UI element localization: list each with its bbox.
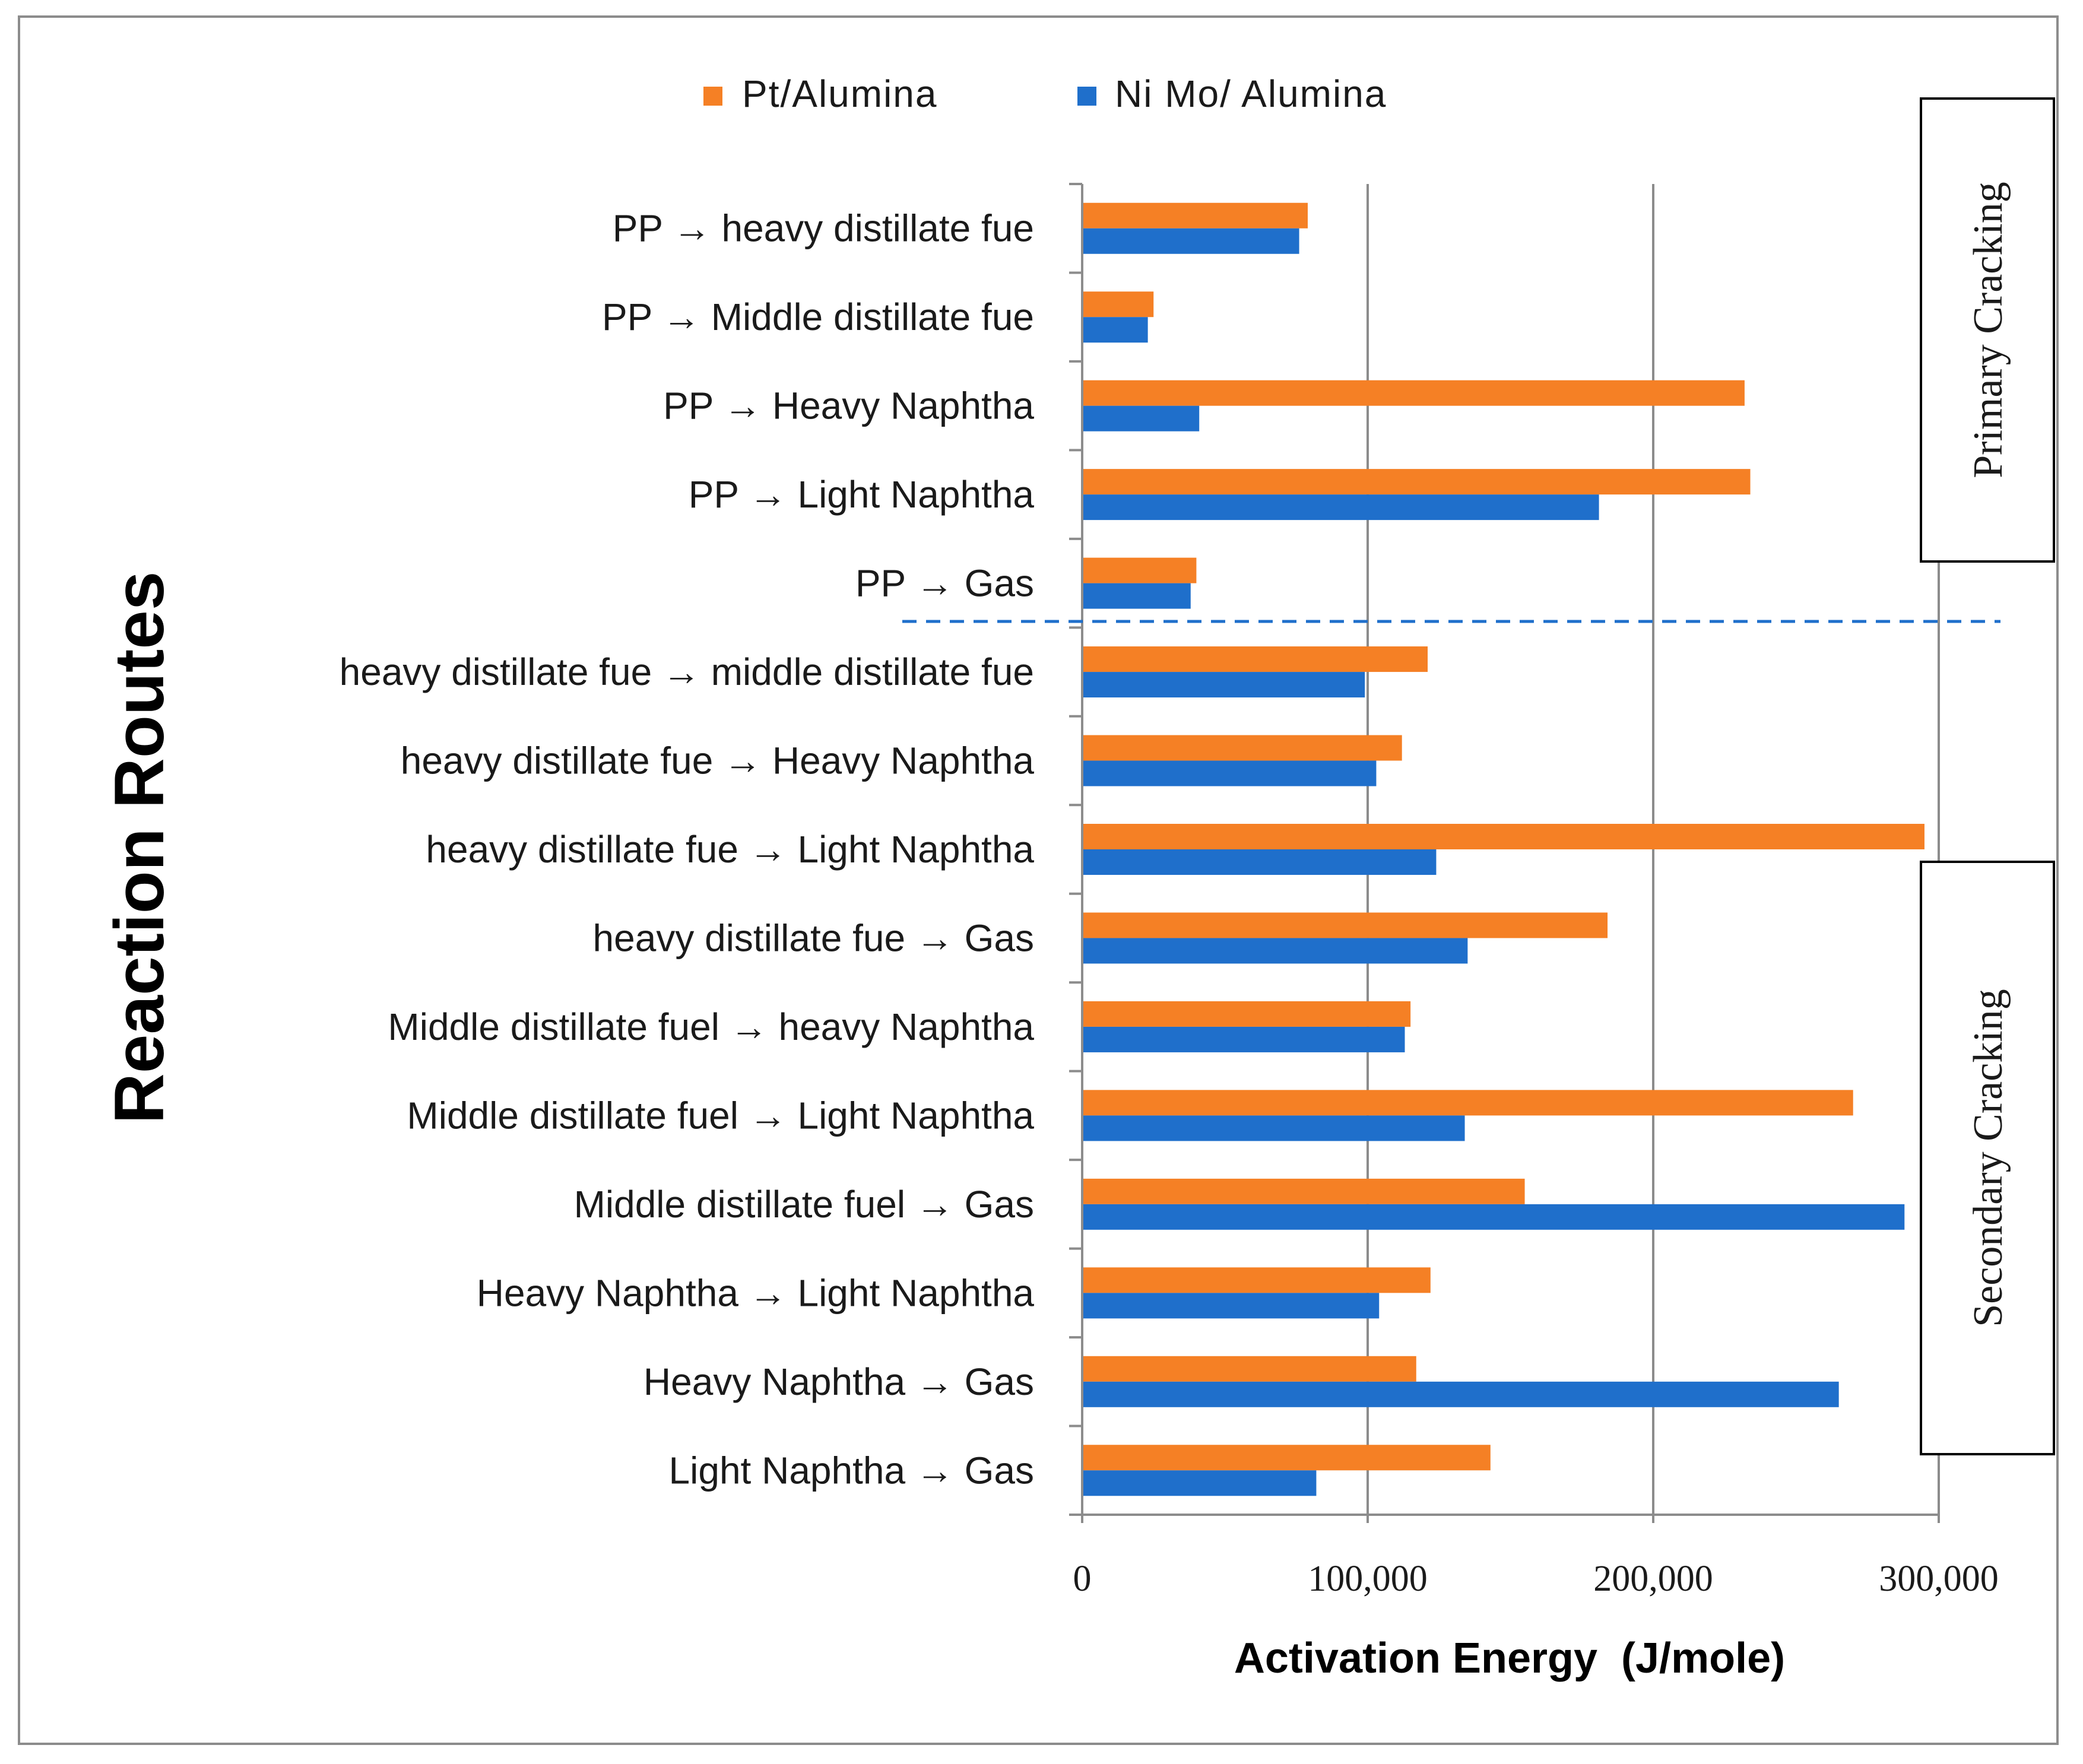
bars	[1082, 202, 1925, 1496]
x-tick-label: 100,000	[1308, 1559, 1428, 1599]
category-label: Heavy Naphtha → Gas	[643, 1360, 1034, 1403]
category-labels: PP → heavy distillate fue PP → Middle dis…	[340, 207, 1035, 1492]
bar-nimo-alumina	[1082, 228, 1299, 254]
bar-pt-alumina	[1082, 557, 1197, 583]
bar-nimo-alumina	[1082, 405, 1200, 432]
bar-pt-alumina	[1082, 912, 1608, 938]
bar-nimo-alumina	[1082, 1115, 1465, 1141]
category-label: Heavy Naphtha → Light Naphtha	[477, 1271, 1035, 1314]
bar-pt-alumina	[1082, 1267, 1431, 1293]
bar-pt-alumina	[1082, 735, 1402, 761]
bar-nimo-alumina	[1082, 583, 1191, 609]
secondary-cracking-box	[1920, 861, 2055, 1455]
bar-pt-alumina	[1082, 202, 1308, 229]
category-label: heavy distillate fue → Gas	[593, 916, 1034, 959]
axes	[1069, 183, 1940, 1523]
secondary-cracking-label: Secondary Cracking	[1965, 989, 2011, 1327]
primary-cracking-box	[1920, 97, 2055, 563]
category-label: Light Naphtha → Gas	[669, 1449, 1034, 1492]
legend: Pt/Alumina Ni Mo/ Alumina	[703, 72, 1387, 115]
bar-pt-alumina	[1082, 1090, 1853, 1116]
category-label: heavy distillate fue → middle distillate…	[340, 651, 1034, 693]
category-label: Middle distillate fuel → Gas	[574, 1183, 1034, 1226]
x-tick-label: 300,000	[1879, 1559, 1999, 1599]
bar-pt-alumina	[1082, 469, 1751, 495]
bar-nimo-alumina	[1082, 760, 1377, 786]
bar-pt-alumina	[1082, 1178, 1525, 1204]
bar-nimo-alumina	[1082, 1381, 1839, 1407]
primary-cracking-label: Primary Cracking	[1965, 182, 2011, 478]
bar-nimo-alumina	[1082, 1026, 1405, 1052]
bar-nimo-alumina	[1082, 1293, 1380, 1319]
bar-nimo-alumina	[1082, 938, 1468, 964]
x-tick-labels: 0 100,000 200,000 300,000	[1073, 1559, 1999, 1599]
category-label: PP → Light Naphtha	[689, 473, 1035, 516]
bar-nimo-alumina	[1082, 494, 1599, 521]
bar-nimo-alumina	[1082, 317, 1148, 343]
y-axis-title: Reaction Routes	[100, 571, 179, 1124]
bar-pt-alumina	[1082, 1445, 1491, 1471]
chart-frame	[18, 15, 2059, 1745]
bar-nimo-alumina	[1082, 849, 1437, 875]
category-label: Middle distillate fuel → Light Naphtha	[407, 1094, 1034, 1137]
bar-nimo-alumina	[1082, 672, 1365, 698]
category-label: PP → heavy distillate fue	[613, 207, 1034, 250]
legend-label-nimo-alumina: Ni Mo/ Alumina	[1115, 72, 1387, 115]
category-label: heavy distillate fue → Light Naphtha	[426, 828, 1034, 871]
legend-label-pt-alumina: Pt/Alumina	[742, 72, 937, 115]
bar-pt-alumina	[1082, 1356, 1416, 1382]
x-axis-title: Activation Energy (J/mole)	[1234, 1635, 1785, 1682]
bar-pt-alumina	[1082, 1001, 1411, 1027]
bar-pt-alumina	[1082, 824, 1925, 849]
bar-pt-alumina	[1082, 646, 1428, 672]
category-label: PP → Middle distillate fue	[602, 296, 1034, 338]
x-tick-label: 200,000	[1593, 1559, 1713, 1599]
category-label: PP → Gas	[855, 562, 1034, 605]
x-tick-label: 0	[1073, 1559, 1092, 1599]
category-label: heavy distillate fue → Heavy Naphtha	[401, 740, 1035, 782]
category-label: Middle distillate fuel → heavy Naphtha	[388, 1005, 1034, 1048]
bar-pt-alumina	[1082, 291, 1154, 318]
legend-swatch-nimo-alumina	[1077, 87, 1096, 106]
legend-swatch-pt-alumina	[703, 87, 722, 106]
category-label: PP → Heavy Naphtha	[663, 385, 1034, 427]
bar-nimo-alumina	[1082, 1470, 1317, 1496]
bar-pt-alumina	[1082, 380, 1745, 406]
bar-nimo-alumina	[1082, 1204, 1905, 1230]
